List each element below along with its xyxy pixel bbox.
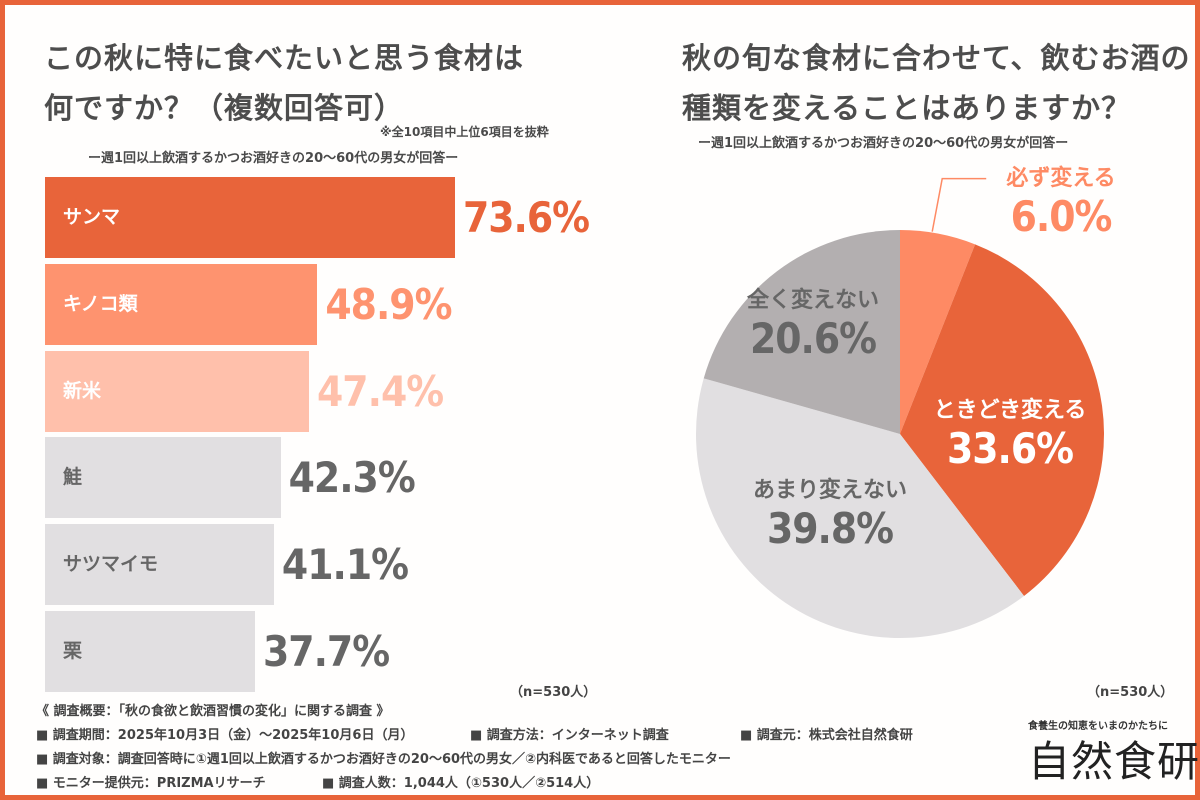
pie-value-label: 39.8% (766, 504, 894, 553)
right-title-line-1: 秋の旬な食材に合わせて、飲むお酒の (682, 41, 1191, 75)
bar-category-label: キノコ類 (63, 292, 138, 315)
pie-value-label: 20.6% (749, 314, 877, 363)
left-title-line-1: この秋に特に食べたいと思う食材は (44, 41, 525, 75)
bar-value-label: 48.9% (325, 279, 452, 329)
brand-tagline: 食養生の知恵をいまのかたちに (1028, 721, 1168, 732)
pie-value-label: 6.0% (1010, 192, 1113, 241)
pie-value-label: 33.6% (946, 424, 1074, 473)
survey-target: ■ 調査対象：調査回答時に①週1回以上飲酒するかつお酒好きの20〜60代の男女／… (36, 752, 731, 767)
bar-5: サツマイモ (45, 524, 274, 606)
pie-label-4: 全く変えない 20.6% (713, 287, 913, 363)
survey-period: ■ 調査期間：2025年10月3日（金）〜2025年10月6日（月） (36, 728, 414, 743)
left-chart-title: この秋に特に食べたいと思う食材は 何ですか？（複数回答可） (44, 33, 524, 133)
right-chart-subtitle: ー週1回以上飲酒するかつお酒好きの20〜60代の男女が回答ー (698, 136, 1069, 151)
bar-value-label: 37.7% (262, 627, 390, 676)
pie-category-label: ときどき変える (933, 398, 1087, 423)
pie-label-1: 必ず変える 6.0% (961, 165, 1161, 241)
left-sample-size: （n=530人） (510, 685, 597, 700)
pie-category-label: 必ず変える (1006, 166, 1116, 191)
left-title-line-2: 何ですか？（複数回答可） (44, 91, 405, 125)
left-chart-note: ※全10項目中上位6項目を抜粋 (380, 125, 549, 139)
bar-4: 鮭 (45, 437, 281, 519)
bar-category-label: 新米 (63, 379, 102, 402)
bar-category-label: サツマイモ (63, 553, 159, 576)
bar-3: 新米 (45, 350, 310, 432)
survey-count: ■ 調査人数：1,044人（①530人／②514人） (322, 776, 600, 791)
right-chart-title: 秋の旬な食材に合わせて、飲むお酒の 種類を変えることはありますか？ (682, 33, 1191, 133)
bar-1: サンマ (45, 177, 455, 258)
survey-provider: ■ モニター提供元：PRIZMAリサーチ (36, 776, 266, 791)
pie-label-2: ときどき変える 33.6% (910, 397, 1110, 473)
left-chart-subtitle: ー週1回以上飲酒するかつお酒好きの20〜60代の男女が回答ー (88, 151, 459, 166)
bar-value-label: 42.3% (288, 453, 416, 503)
bar-2: キノコ類 (45, 263, 318, 345)
bar-category-label: 鮭 (63, 466, 83, 489)
survey-source: ■ 調査元：株式会社自然食研 (740, 728, 913, 743)
right-title-line-2: 種類を変えることはありますか？ (682, 91, 1132, 125)
bar-value-label: 47.4% (317, 366, 444, 416)
pie-label-3: あまり変えない 39.8% (730, 477, 930, 553)
survey-heading: 《 調査概要：「秋の食欲と飲酒習慣の変化」に関する調査 》 (36, 704, 390, 719)
survey-method: ■ 調査方法：インターネット調査 (470, 728, 669, 743)
pie-category-label: 全く変えない (746, 288, 879, 313)
right-sample-size: （n=530人） (1087, 685, 1174, 700)
bar-category-label: サンマ (63, 206, 121, 228)
bar-value-label: 41.1% (281, 540, 409, 590)
bar-6: 栗 (45, 611, 255, 692)
brand-logo: 自然食研 (1028, 737, 1200, 786)
bar-category-label: 栗 (63, 640, 83, 662)
pie-category-label: あまり変えない (752, 478, 907, 503)
bar-value-label: 73.6% (462, 193, 590, 242)
